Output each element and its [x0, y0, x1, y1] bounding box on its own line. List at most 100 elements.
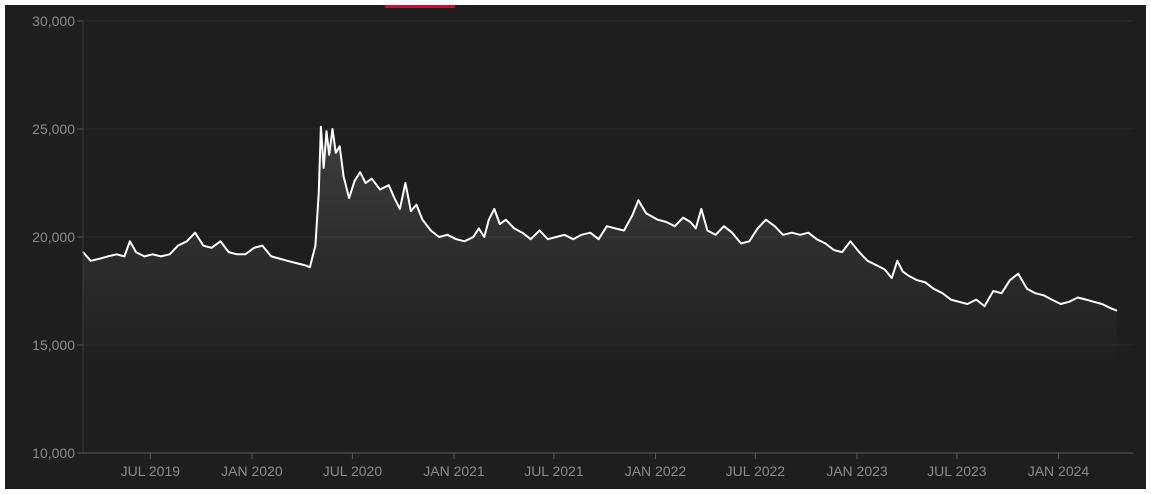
data-point: [646, 213, 647, 214]
data-point: [326, 131, 327, 132]
data-point: [1026, 288, 1027, 289]
data-point: [933, 288, 934, 289]
data-point: [547, 239, 548, 240]
data-point: [950, 299, 951, 300]
data-point: [850, 241, 851, 242]
data-point: [295, 262, 296, 263]
data-point: [464, 241, 465, 242]
data-point: [360, 172, 361, 173]
data-point: [447, 234, 448, 235]
data-point: [100, 258, 101, 259]
data-point: [976, 299, 977, 300]
time-series-chart: 10,000 15,000 20,000 25,000 30,000 JUL 2019 JA…: [32, 13, 1133, 479]
chart-panel: 10,000 15,000 20,000 25,000 30,000 JUL 2019 JA…: [5, 5, 1146, 489]
data-point: [967, 303, 968, 304]
data-point: [494, 208, 495, 209]
data-point: [690, 221, 691, 222]
data-point: [318, 193, 319, 194]
data-point: [902, 271, 903, 272]
y-tick-label: 15,000: [32, 337, 75, 353]
data-point: [236, 254, 237, 255]
data-point: [590, 232, 591, 233]
data-point: [499, 223, 500, 224]
data-point: [116, 254, 117, 255]
data-point: [539, 230, 540, 231]
data-point: [867, 260, 868, 261]
x-tick-label: JUL 2022: [726, 463, 786, 479]
data-point: [478, 228, 479, 229]
data-point: [925, 282, 926, 283]
data-point: [271, 256, 272, 257]
series-area: [83, 126, 1117, 454]
data-point: [315, 245, 316, 246]
area-fill: [83, 126, 1117, 454]
data-point: [749, 241, 750, 242]
data-point: [615, 228, 616, 229]
data-point: [349, 198, 350, 199]
data-point: [160, 256, 161, 257]
data-point: [530, 239, 531, 240]
data-point: [416, 204, 417, 205]
data-point: [701, 208, 702, 209]
axes: 10,000 15,000 20,000 25,000 30,000 JUL 2019 JA…: [32, 13, 1089, 479]
data-point: [1110, 308, 1111, 309]
data-point: [439, 236, 440, 237]
data-point: [279, 258, 280, 259]
data-point: [228, 252, 229, 253]
y-tick-label: 10,000: [32, 445, 75, 461]
data-point: [262, 245, 263, 246]
data-point: [304, 265, 305, 266]
data-point: [683, 217, 684, 218]
data-point: [107, 256, 108, 257]
data-point: [908, 275, 909, 276]
data-point: [665, 221, 666, 222]
data-point: [732, 232, 733, 233]
data-point: [723, 226, 724, 227]
data-point: [757, 228, 758, 229]
data-point: [323, 167, 324, 168]
data-point: [984, 306, 985, 307]
data-point: [399, 208, 400, 209]
data-point: [816, 239, 817, 240]
data-point: [394, 198, 395, 199]
data-point: [959, 301, 960, 302]
data-point: [1018, 273, 1019, 274]
data-point: [1001, 293, 1002, 294]
x-tick-label: JAN 2021: [423, 463, 485, 479]
data-point: [254, 247, 255, 248]
data-point: [522, 232, 523, 233]
data-point: [606, 226, 607, 227]
data-point: [825, 243, 826, 244]
data-point: [129, 241, 130, 242]
data-point: [309, 267, 310, 268]
data-point: [556, 236, 557, 237]
data-point: [456, 239, 457, 240]
data-point: [211, 247, 212, 248]
data-point: [859, 252, 860, 253]
x-tick-label: JUL 2021: [524, 463, 584, 479]
data-point: [320, 126, 321, 127]
accent-tab-marker: [385, 5, 455, 8]
data-point: [1035, 293, 1036, 294]
data-point: [1009, 280, 1010, 281]
data-point: [430, 230, 431, 231]
data-point: [152, 254, 153, 255]
x-tick-label: JAN 2023: [826, 463, 888, 479]
x-tick-label: JUL 2019: [121, 463, 181, 479]
data-point: [124, 256, 125, 257]
data-point: [339, 146, 340, 147]
data-point: [842, 252, 843, 253]
data-point: [791, 232, 792, 233]
data-point: [388, 185, 389, 186]
data-point: [287, 260, 288, 261]
data-point: [473, 236, 474, 237]
data-point: [195, 232, 196, 233]
data-point: [581, 234, 582, 235]
data-point: [707, 230, 708, 231]
data-point: [564, 234, 565, 235]
data-point: [135, 252, 136, 253]
data-point: [343, 176, 344, 177]
data-point: [405, 182, 406, 183]
data-point: [379, 189, 380, 190]
y-tick-label: 30,000: [32, 13, 75, 29]
